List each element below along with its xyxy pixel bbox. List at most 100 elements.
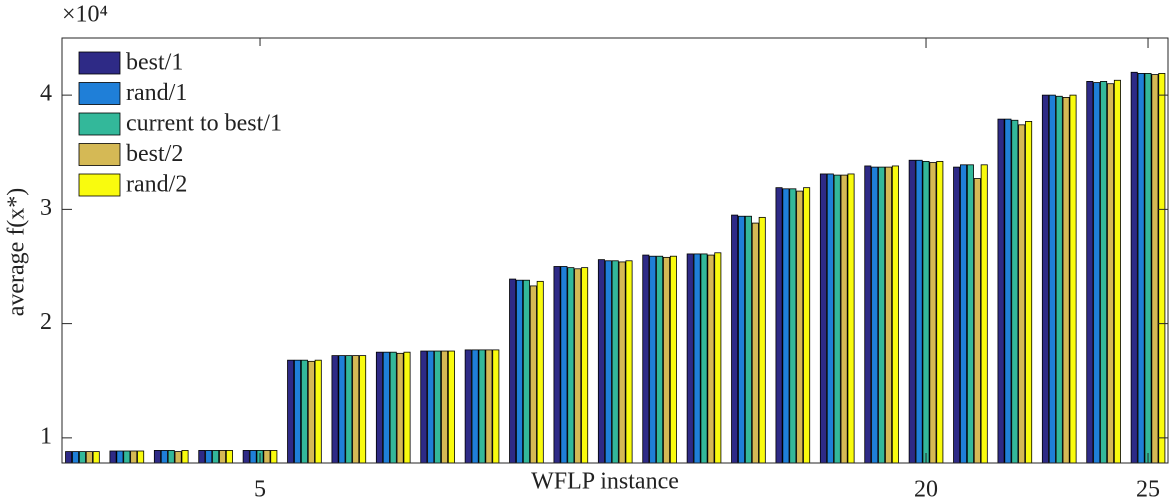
- bar: [249, 450, 257, 464]
- bar: [973, 178, 981, 464]
- bar: [1062, 97, 1070, 464]
- legend-swatch: [78, 173, 121, 197]
- bar: [891, 165, 899, 464]
- bar: [966, 164, 974, 464]
- bar: [738, 215, 746, 464]
- bar: [314, 359, 322, 464]
- bar: [1151, 74, 1159, 464]
- legend-swatch: [78, 143, 121, 166]
- bar: [953, 166, 961, 464]
- bar: [464, 349, 472, 464]
- bar: [85, 451, 93, 464]
- bar: [1100, 81, 1108, 464]
- bar: [922, 160, 930, 464]
- bar: [618, 261, 626, 464]
- bar: [775, 187, 783, 464]
- bar: [789, 188, 797, 464]
- bar: [485, 349, 493, 464]
- bar: [707, 254, 715, 464]
- bar: [345, 355, 353, 464]
- bar: [731, 214, 739, 464]
- bar: [611, 260, 619, 464]
- bar: [915, 159, 923, 464]
- axes-box: [61, 37, 1169, 464]
- bar: [819, 173, 827, 464]
- legend-label: best/2: [126, 141, 183, 167]
- bar: [796, 190, 804, 464]
- bar: [871, 166, 879, 464]
- bar: [492, 349, 500, 464]
- bar: [359, 355, 367, 464]
- legend-swatch: [78, 82, 121, 105]
- bar: [625, 260, 633, 464]
- bar: [167, 450, 175, 464]
- bar: [929, 162, 937, 464]
- y-tick-label: 2: [40, 309, 52, 335]
- bar: [536, 280, 544, 464]
- bar: [307, 360, 315, 464]
- bar: [137, 450, 145, 464]
- bar: [1158, 73, 1166, 464]
- x-axis-label: WFLP instance: [531, 469, 679, 495]
- bar: [1011, 119, 1019, 464]
- bar: [1041, 94, 1049, 464]
- bar: [287, 359, 295, 464]
- bar: [109, 450, 117, 464]
- bar: [263, 450, 271, 464]
- bar: [160, 450, 168, 464]
- legend-swatch: [78, 112, 121, 136]
- bar: [604, 260, 612, 464]
- bar: [78, 451, 86, 464]
- bar: [116, 450, 124, 464]
- bar: [1113, 79, 1121, 464]
- bar: [198, 450, 206, 464]
- bar: [420, 350, 428, 464]
- legend-label: current to best/1: [126, 111, 282, 137]
- bar: [656, 255, 664, 464]
- bar: [478, 349, 486, 464]
- bar: [560, 266, 568, 464]
- y-tick-label: 3: [40, 195, 52, 221]
- bar: [997, 118, 1005, 464]
- bar: [153, 450, 161, 464]
- bar: [242, 450, 250, 464]
- legend-label: best/1: [126, 50, 183, 76]
- bar: [1144, 73, 1152, 464]
- bar: [885, 166, 893, 464]
- bar: [212, 450, 220, 464]
- bar: [840, 174, 848, 464]
- y-tick-label: 1: [40, 423, 52, 449]
- bar: [270, 450, 278, 464]
- bar: [864, 165, 872, 464]
- legend-label: rand/2: [126, 172, 187, 198]
- bar: [529, 285, 537, 464]
- legend-label: rand/1: [126, 80, 187, 106]
- bar: [130, 450, 138, 464]
- bar: [1137, 73, 1145, 464]
- bar: [744, 215, 752, 464]
- bar: [714, 252, 722, 464]
- bar: [72, 451, 80, 464]
- bar: [447, 350, 455, 464]
- bar: [1093, 82, 1101, 464]
- bar: [803, 187, 811, 464]
- bar: [123, 450, 131, 464]
- bar: [758, 216, 766, 464]
- bar: [649, 255, 657, 464]
- bar: [751, 222, 759, 464]
- x-tick-label: 20: [914, 477, 938, 501]
- bar: [65, 451, 73, 464]
- bar: [338, 355, 346, 464]
- bar: [1048, 94, 1056, 464]
- bar: [669, 255, 677, 464]
- bar: [225, 450, 233, 464]
- bar: [1086, 81, 1094, 464]
- y-axis-label: average f(x*): [4, 188, 30, 317]
- bar: [516, 279, 524, 464]
- y-exponent-label: ×10⁴: [62, 2, 108, 28]
- bar: [642, 254, 650, 464]
- bar: [375, 351, 383, 464]
- bar: [960, 164, 968, 464]
- bar: [389, 351, 397, 464]
